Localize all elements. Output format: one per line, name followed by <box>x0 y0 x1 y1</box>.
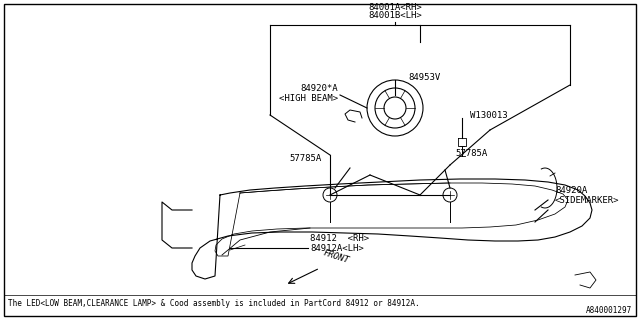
Text: 84001B<LH>: 84001B<LH> <box>368 11 422 20</box>
Text: W130013: W130013 <box>470 111 508 120</box>
Text: 84920A: 84920A <box>555 186 588 195</box>
Text: 84912A<LH>: 84912A<LH> <box>310 244 364 253</box>
Text: 84953V: 84953V <box>408 73 440 82</box>
Text: 57785A: 57785A <box>290 154 322 163</box>
Text: 84001A<RH>: 84001A<RH> <box>368 3 422 12</box>
Text: FRONT: FRONT <box>322 248 350 265</box>
Text: 84920*A: 84920*A <box>300 84 338 93</box>
Text: 57785A: 57785A <box>455 149 487 158</box>
Text: <HIGH BEAM>: <HIGH BEAM> <box>279 94 338 103</box>
Text: A840001297: A840001297 <box>586 306 632 315</box>
Text: 84912  <RH>: 84912 <RH> <box>310 234 369 243</box>
Text: The LED<LOW BEAM,CLEARANCE LAMP> & Cood assembly is included in PartCord 84912 o: The LED<LOW BEAM,CLEARANCE LAMP> & Cood … <box>8 299 420 308</box>
Text: <SIDEMARKER>: <SIDEMARKER> <box>555 196 620 205</box>
